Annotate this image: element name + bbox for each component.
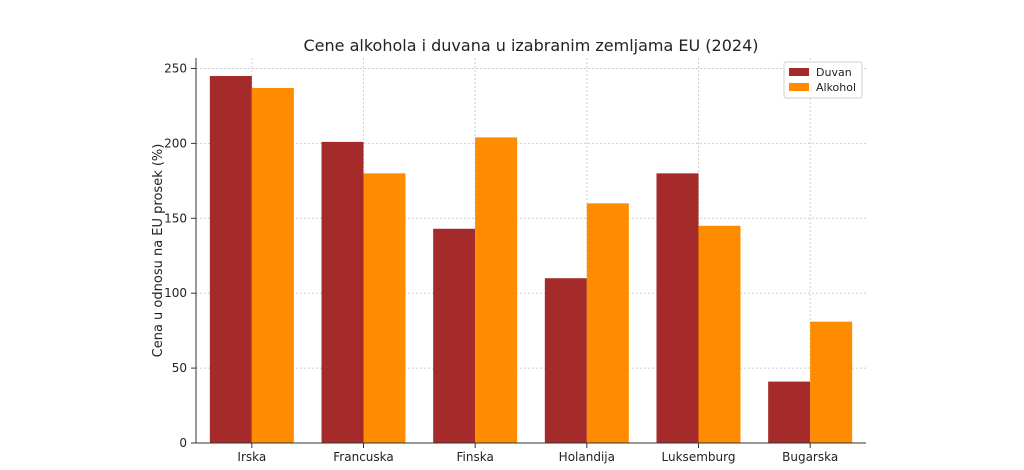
bar-alkohol-bugarska xyxy=(810,321,853,443)
y-tick-label: 0 xyxy=(179,436,187,450)
y-tick-label: 250 xyxy=(164,61,187,75)
x-tick-label: Luksemburg xyxy=(662,450,736,464)
bar-duvan-finska xyxy=(433,228,476,443)
x-tick-label: Finska xyxy=(457,450,494,464)
y-tick-label: 200 xyxy=(164,136,187,150)
ticks-layer: 0 50 100 150 200 250 Irska Francuska Finska Holan… xyxy=(164,61,838,464)
bar-duvan-francuska xyxy=(321,141,364,443)
bar-duvan-holandija xyxy=(544,278,587,443)
bar-alkohol-francuska xyxy=(363,173,406,443)
y-axis-title: Cena u odnosu na EU prosek (%) xyxy=(151,144,166,358)
x-tick-label: Irska xyxy=(237,450,266,464)
bar-alkohol-luksemburg xyxy=(698,225,741,443)
axes-layer xyxy=(195,58,866,444)
x-tick-label: Holandija xyxy=(559,450,615,464)
bar-duvan-luksemburg xyxy=(656,173,699,443)
y-tick-label: 150 xyxy=(164,211,187,225)
y-tick-label: 100 xyxy=(164,286,187,300)
legend-label-alkohol: Alkohol xyxy=(816,81,856,94)
bar-alkohol-holandija xyxy=(586,203,629,443)
bar-duvan-bugarska xyxy=(768,381,811,443)
bar-alkohol-finska xyxy=(475,137,518,443)
legend: Duvan Alkohol xyxy=(783,61,863,99)
legend-swatch-alkohol xyxy=(789,83,809,91)
legend-label-duvan: Duvan xyxy=(816,66,852,79)
bars-layer xyxy=(209,75,853,443)
bar-duvan-irska xyxy=(209,75,252,443)
y-tick-label: 50 xyxy=(172,361,187,375)
chart-title: Cene alkohola i duvana u izabranim zemlj… xyxy=(304,36,759,55)
x-tick-label: Francuska xyxy=(333,450,393,464)
x-tick-label: Bugarska xyxy=(782,450,838,464)
bar-alkohol-irska xyxy=(251,87,294,443)
grid-layer xyxy=(196,58,866,443)
legend-swatch-duvan xyxy=(789,68,809,76)
